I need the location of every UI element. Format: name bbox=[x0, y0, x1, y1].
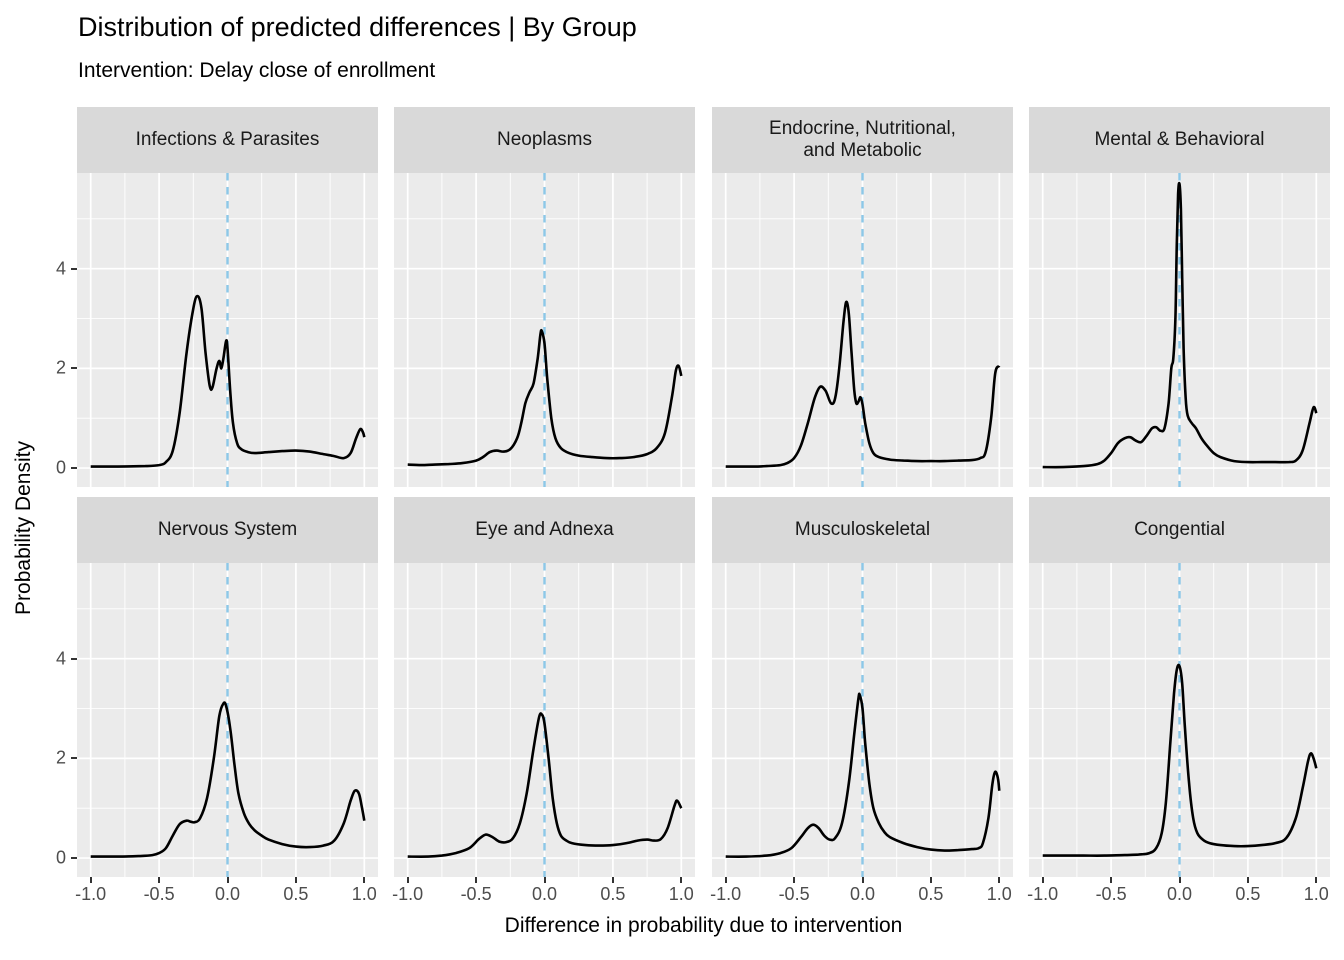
x-tick-label: 0.0 bbox=[214, 884, 241, 904]
x-tick-mark bbox=[1041, 877, 1044, 883]
x-axis-title: Difference in probability due to interve… bbox=[504, 914, 903, 937]
density-curve bbox=[90, 701, 366, 858]
facet-strip: Nervous System bbox=[77, 497, 378, 563]
x-tick-label: 1.0 bbox=[986, 884, 1012, 904]
facet-strip: Eye and Adnexa bbox=[394, 497, 695, 563]
facet-panel bbox=[77, 563, 378, 877]
x-tick-mark bbox=[793, 877, 796, 883]
facet-panel bbox=[394, 173, 695, 487]
x-tick-mark bbox=[724, 877, 727, 883]
x-tick-mark bbox=[294, 877, 297, 883]
y-tick-mark bbox=[71, 657, 77, 660]
x-tick-label: -0.5 bbox=[778, 884, 810, 904]
x-tick-label: 0.5 bbox=[1235, 884, 1261, 904]
x-tick-label: -1.0 bbox=[392, 884, 424, 904]
x-tick-label: 0.5 bbox=[600, 884, 626, 904]
facet-strip-label: Congential bbox=[1134, 518, 1225, 540]
facet-strip: Congential bbox=[1029, 497, 1330, 563]
y-tick-label: 2 bbox=[55, 747, 66, 768]
density-curve bbox=[725, 300, 1001, 468]
y-tick-label: 4 bbox=[55, 648, 66, 669]
facet-strip-label: Musculoskeletal bbox=[794, 518, 931, 540]
x-tick-mark bbox=[998, 877, 1001, 883]
density-curve bbox=[725, 692, 1001, 858]
facet-strip-label: Eye and Adnexa bbox=[475, 518, 614, 540]
x-tick-label: 0.5 bbox=[918, 884, 944, 904]
facet-strip-label: Nervous System bbox=[157, 518, 298, 540]
facet-panel bbox=[1029, 173, 1330, 487]
x-tick-mark bbox=[1315, 877, 1318, 883]
x-tick-label: -1.0 bbox=[1027, 884, 1059, 904]
x-tick-mark bbox=[1178, 877, 1181, 883]
x-tick-label: 0.0 bbox=[849, 884, 876, 904]
x-tick-mark bbox=[89, 877, 92, 883]
y-tick-mark bbox=[71, 267, 77, 270]
density-curve bbox=[407, 328, 683, 467]
y-tick-mark bbox=[71, 757, 77, 760]
x-tick-mark bbox=[226, 877, 229, 883]
y-tick-mark bbox=[71, 467, 77, 470]
y-axis-title: Probability Density bbox=[12, 441, 35, 615]
x-tick-label: -0.5 bbox=[460, 884, 492, 904]
facet-panel bbox=[1029, 563, 1330, 877]
x-tick-mark bbox=[543, 877, 546, 883]
x-tick-mark bbox=[929, 877, 932, 883]
density-curve bbox=[90, 294, 366, 468]
x-tick-label: -1.0 bbox=[710, 884, 742, 904]
x-tick-mark bbox=[1110, 877, 1113, 883]
facet-panel bbox=[394, 563, 695, 877]
y-tick-label: 0 bbox=[55, 457, 66, 478]
x-tick-mark bbox=[475, 877, 478, 883]
x-tick-mark bbox=[611, 877, 614, 883]
x-tick-label: 0.0 bbox=[531, 884, 558, 904]
chart-title: Distribution of predicted differences | … bbox=[78, 12, 637, 42]
y-tick-mark bbox=[71, 857, 77, 860]
facet-strip: Endocrine, Nutritional, and Metabolic bbox=[712, 107, 1013, 173]
y-tick-label: 2 bbox=[55, 357, 66, 378]
x-tick-mark bbox=[158, 877, 161, 883]
x-tick-label: 0.0 bbox=[1166, 884, 1193, 904]
x-tick-mark bbox=[680, 877, 683, 883]
facet-strip-label: Endocrine, Nutritional, and Metabolic bbox=[769, 117, 956, 161]
facet-strip: Infections & Parasites bbox=[77, 107, 378, 173]
x-tick-mark bbox=[363, 877, 366, 883]
facet-panel bbox=[712, 173, 1013, 487]
facet-panel bbox=[712, 563, 1013, 877]
x-tick-label: 1.0 bbox=[668, 884, 694, 904]
y-tick-label: 0 bbox=[55, 847, 66, 868]
x-tick-label: 1.0 bbox=[351, 884, 377, 904]
facet-strip: Mental & Behavioral bbox=[1029, 107, 1330, 173]
facet-strip-label: Mental & Behavioral bbox=[1094, 128, 1265, 150]
chart-subtitle: Intervention: Delay close of enrollment bbox=[78, 59, 436, 82]
x-tick-label: 1.0 bbox=[1303, 884, 1329, 904]
x-tick-mark bbox=[1246, 877, 1249, 883]
y-tick-label: 4 bbox=[55, 258, 66, 279]
density-curve bbox=[1042, 181, 1318, 469]
x-tick-label: -0.5 bbox=[143, 884, 175, 904]
density-curve bbox=[407, 712, 683, 858]
y-tick-mark bbox=[71, 367, 77, 370]
x-tick-label: -1.0 bbox=[75, 884, 107, 904]
x-tick-mark bbox=[861, 877, 864, 883]
facet-strip-label: Infections & Parasites bbox=[135, 128, 320, 150]
density-curve bbox=[1042, 663, 1318, 857]
facet-panel bbox=[77, 173, 378, 487]
x-tick-label: -0.5 bbox=[1095, 884, 1127, 904]
facet-strip: Musculoskeletal bbox=[712, 497, 1013, 563]
x-tick-label: 0.5 bbox=[283, 884, 309, 904]
facet-strip-label: Neoplasms bbox=[496, 128, 593, 150]
x-tick-mark bbox=[406, 877, 409, 883]
facet-strip: Neoplasms bbox=[394, 107, 695, 173]
